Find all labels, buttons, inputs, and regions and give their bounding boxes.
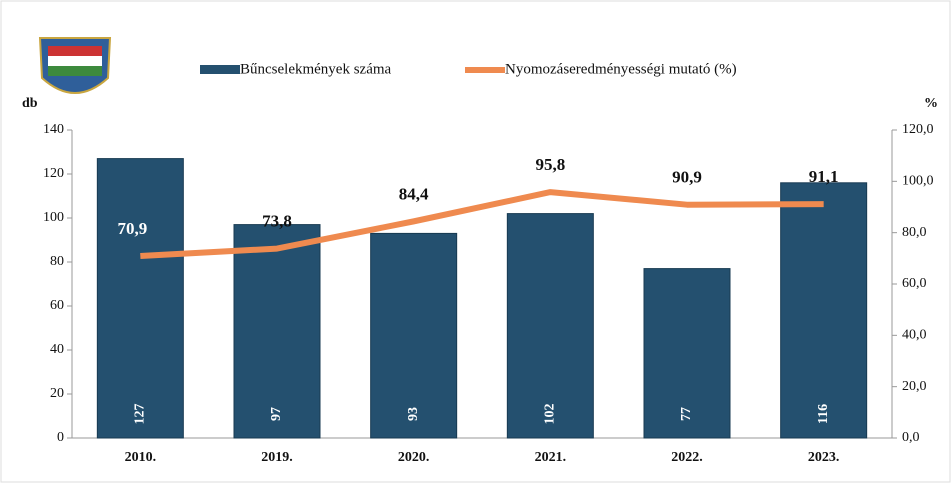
bar bbox=[97, 159, 183, 438]
x-tick-label: 2010. bbox=[125, 450, 157, 465]
y-tick-label: 140 bbox=[43, 122, 64, 137]
y2-tick-label: 100,0 bbox=[902, 174, 934, 189]
legend-swatch bbox=[200, 65, 240, 74]
bar-value-label: 93 bbox=[406, 407, 421, 421]
y2-tick-label: 20,0 bbox=[902, 379, 927, 394]
y2-tick-label: 80,0 bbox=[902, 225, 927, 240]
line-value-label: 95,8 bbox=[535, 155, 565, 174]
bar-value-label: 77 bbox=[679, 407, 694, 421]
y-tick-label: 80 bbox=[50, 254, 64, 269]
line-value-label: 91,1 bbox=[809, 167, 839, 186]
y2-tick-label: 120,0 bbox=[902, 122, 934, 137]
bar bbox=[234, 225, 320, 438]
y-axis-label: db bbox=[22, 96, 38, 111]
bar-value-label: 116 bbox=[816, 404, 831, 424]
logo bbox=[40, 38, 110, 93]
y2-axis-label: % bbox=[924, 96, 938, 111]
x-tick-label: 2022. bbox=[671, 450, 703, 465]
line-value-label: 90,9 bbox=[672, 168, 702, 187]
bar bbox=[781, 183, 867, 438]
y-tick-label: 40 bbox=[50, 342, 64, 357]
legend-label: Nyomozáseredményességi mutató (%) bbox=[505, 61, 737, 77]
x-tick-label: 2021. bbox=[535, 450, 567, 465]
y2-tick-label: 60,0 bbox=[902, 276, 927, 291]
y-tick-label: 120 bbox=[43, 166, 64, 181]
line-value-label: 84,4 bbox=[399, 184, 429, 203]
x-tick-label: 2019. bbox=[261, 450, 293, 465]
x-tick-label: 2023. bbox=[808, 450, 840, 465]
legend-label: Bűncselekmények száma bbox=[240, 61, 392, 77]
y-tick-label: 60 bbox=[50, 298, 64, 313]
bar-value-label: 97 bbox=[269, 407, 284, 421]
chart: db % 0 20 40 60 80 100 120 140 0,0 20,0 40,0 60,0 80… bbox=[0, 0, 951, 483]
line-value-label: 73,8 bbox=[262, 211, 292, 230]
y-tick-label: 100 bbox=[43, 210, 64, 225]
y-tick-label: 0 bbox=[57, 430, 64, 445]
y-tick-label: 20 bbox=[50, 386, 64, 401]
bar-value-label: 127 bbox=[133, 404, 148, 425]
line-value-label: 70,9 bbox=[117, 219, 147, 238]
y2-tick-label: 40,0 bbox=[902, 328, 927, 343]
bar-value-label: 102 bbox=[543, 404, 558, 425]
y2-tick-label: 0,0 bbox=[902, 430, 920, 445]
x-tick-label: 2020. bbox=[398, 450, 430, 465]
